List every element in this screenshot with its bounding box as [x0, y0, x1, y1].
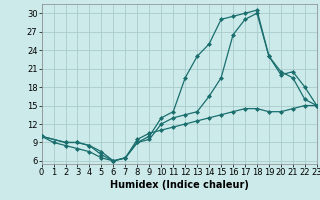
X-axis label: Humidex (Indice chaleur): Humidex (Indice chaleur)	[110, 180, 249, 190]
